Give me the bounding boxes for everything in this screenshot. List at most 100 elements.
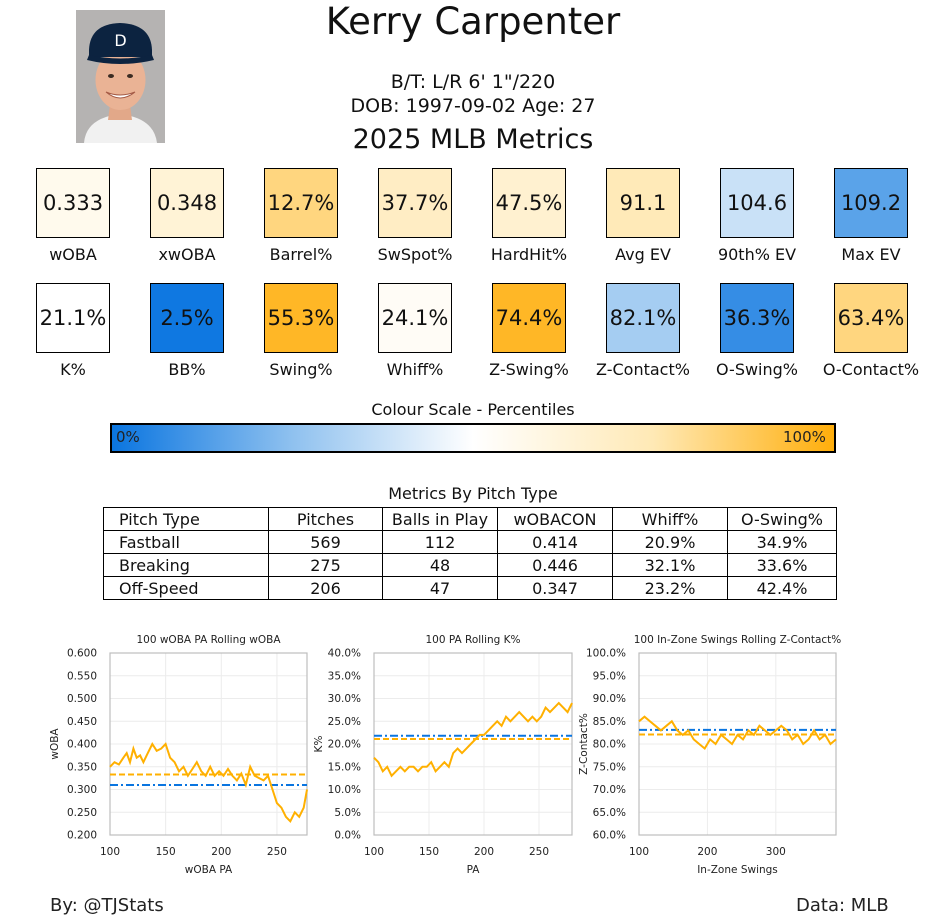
metric-tile-label: Barrel% (269, 245, 333, 264)
metric-tile-value: 55.3% (264, 283, 338, 353)
rolling-series-line (373, 701, 573, 778)
y-tick-label: 10.0% (328, 784, 361, 796)
colour-scale-high-label: 100% (783, 428, 826, 446)
x-tick-label: 200 (697, 846, 717, 858)
table-cell: 23.2% (612, 576, 728, 600)
metric-tile-value: 91.1 (606, 168, 680, 238)
table-cell: 569 (268, 530, 383, 554)
y-tick-label: 85.0% (593, 716, 626, 728)
table-cell: 47 (382, 576, 498, 600)
metric-tile-value: 0.348 (150, 168, 224, 238)
table-cell: 42.4% (727, 576, 837, 600)
y-tick-label: 70.0% (593, 784, 626, 796)
y-tick-label: 0.350 (67, 761, 97, 773)
metric-tile-label: Z-Swing% (489, 360, 569, 379)
y-tick-label: 0.450 (67, 716, 97, 728)
table-cell: Breaking (103, 553, 269, 577)
table-cell: 206 (268, 576, 383, 600)
rolling-charts: 0.200 0.250 0.300 0.350 0.400 0.450 0.500 0.550… (49, 634, 842, 876)
metric-tile-label: O-Contact% (822, 360, 920, 379)
metric-tile-label: 90th% EV (717, 245, 797, 264)
column-header: Pitches (268, 507, 383, 531)
rolling-series-line (638, 715, 837, 751)
y-tick-label: 90.0% (593, 693, 626, 705)
metric-tile-value: 104.6 (720, 168, 794, 238)
x-tick-label: 250 (267, 846, 287, 858)
dob-age: DOB: 1997-09-02 Age: 27 (350, 95, 596, 117)
metric-tile-label: Whiff% (386, 360, 444, 379)
y-tick-label: 35.0% (328, 670, 361, 682)
table-cell: 0.446 (497, 553, 613, 577)
metric-tile-value: 21.1% (36, 283, 110, 353)
headshot-image: D (76, 10, 165, 143)
plot-frame (638, 652, 837, 836)
table-cell: Fastball (103, 530, 269, 554)
x-axis-label: wOBA PA (185, 864, 233, 876)
season-title: 2025 MLB Metrics (352, 124, 594, 155)
metric-tile-value: 109.2 (834, 168, 908, 238)
metric-tile-value: 37.7% (378, 168, 452, 238)
metric-tile-value: 0.333 (36, 168, 110, 238)
y-tick-label: 0.600 (67, 648, 97, 660)
metric-tile-label: BB% (168, 360, 206, 379)
table-cell: 0.347 (497, 576, 613, 600)
metric-tile-value: 47.5% (492, 168, 566, 238)
table-cell: 275 (268, 553, 383, 577)
metric-tile-label: wOBA (49, 245, 97, 264)
metric-tile-label: HardHit% (490, 245, 568, 264)
metric-tile-label: Swing% (269, 360, 333, 379)
chart-title: 100 In-Zone Swings Rolling Z-Contact% (634, 634, 842, 646)
table-cell: 48 (382, 553, 498, 577)
y-tick-label: 15.0% (328, 761, 361, 773)
y-tick-label: 25.0% (328, 716, 361, 728)
bats-throws-height-weight: B/T: L/R 6' 1"/220 (390, 71, 556, 93)
table-row: Off-Speed 206 47 0.347 23.2% 42.4% (103, 576, 837, 600)
table-cell: 32.1% (612, 553, 728, 577)
rolling-series-line (109, 741, 308, 824)
table-cell: Off-Speed (103, 576, 269, 600)
table-header-row: Pitch Type Pitches Balls in Play wOBACON… (103, 507, 837, 531)
metric-tile-value: 82.1% (606, 283, 680, 353)
x-tick-label: 200 (474, 846, 494, 858)
metric-tile-label: Avg EV (615, 245, 671, 264)
y-tick-label: 0.500 (67, 693, 97, 705)
column-header: wOBACON (497, 507, 613, 531)
x-tick-label: 250 (529, 846, 549, 858)
table-cell: 34.9% (727, 530, 837, 554)
metric-tile-label: SwSpot% (377, 245, 453, 264)
x-tick-label: 100 (364, 846, 384, 858)
y-tick-label: 40.0% (328, 648, 361, 660)
table-cell: 112 (382, 530, 498, 554)
x-tick-label: 200 (211, 846, 231, 858)
y-tick-label: 0.200 (67, 830, 97, 842)
x-tick-label: 300 (766, 846, 786, 858)
metric-tile-label: O-Swing% (716, 360, 798, 379)
metric-tile-value: 24.1% (378, 283, 452, 353)
metric-tile-value: 63.4% (834, 283, 908, 353)
table-row: Breaking 275 48 0.446 32.1% 33.6% (103, 553, 837, 577)
y-axis-label: K% (313, 736, 325, 753)
metric-tile-value: 12.7% (264, 168, 338, 238)
y-tick-label: 0.0% (334, 830, 361, 842)
y-tick-label: 5.0% (334, 807, 361, 819)
table-cell: 0.414 (497, 530, 613, 554)
table-row: Fastball 569 112 0.414 20.9% 34.9% (103, 530, 837, 554)
pitch-type-table: Pitch Type Pitches Balls in Play wOBACON… (103, 507, 837, 600)
plot-frame (373, 652, 573, 836)
x-tick-label: 100 (100, 846, 120, 858)
pitch-table-title: Metrics By Pitch Type (388, 484, 558, 503)
colour-scale-bar (110, 423, 836, 453)
metric-tile-label: xwOBA (158, 245, 216, 264)
y-tick-label: 0.550 (67, 670, 97, 682)
chart-title: 100 wOBA PA Rolling wOBA (136, 634, 281, 646)
x-tick-label: 150 (156, 846, 176, 858)
y-tick-label: 100.0% (586, 648, 626, 660)
plot-frame (109, 652, 308, 836)
player-headshot: D (76, 10, 165, 143)
x-tick-label: 150 (419, 846, 439, 858)
metric-tile-label: Z-Contact% (596, 360, 690, 379)
y-tick-label: 20.0% (328, 739, 361, 751)
y-tick-label: 0.300 (67, 784, 97, 796)
x-tick-label: 100 (629, 846, 649, 858)
colour-scale-title: Colour Scale - Percentiles (371, 400, 575, 419)
